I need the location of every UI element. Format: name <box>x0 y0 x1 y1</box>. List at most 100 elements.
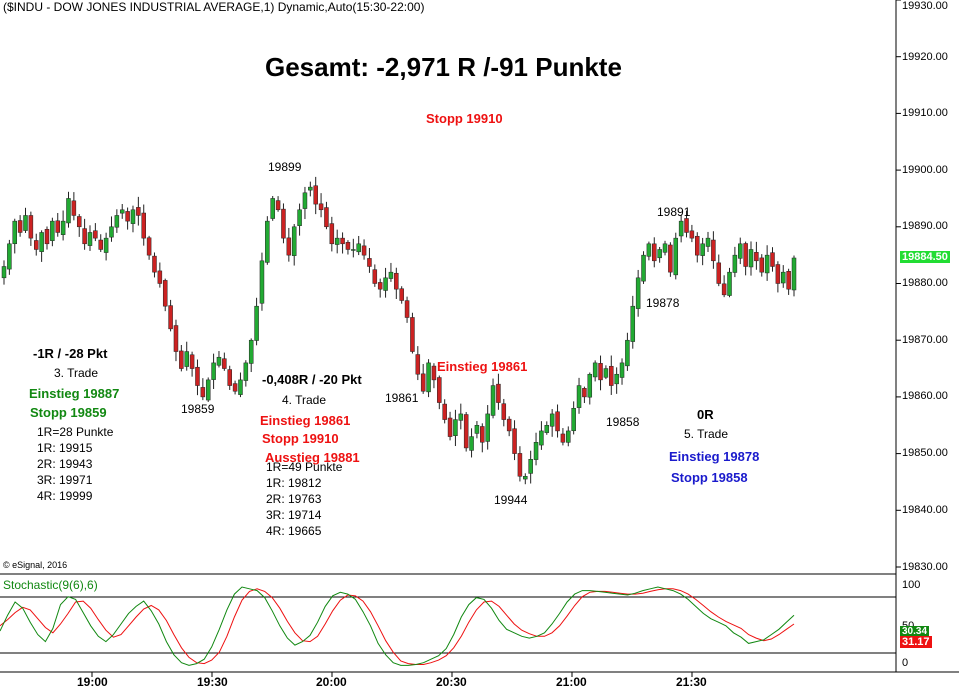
stochastic-k-line <box>0 586 795 666</box>
trade3-r-line: 2R: 19943 <box>37 457 93 471</box>
x-tick-label: 19:00 <box>77 675 108 689</box>
candle-body <box>173 325 179 352</box>
trade4-r-line: 1R=49 Punkte <box>266 460 343 474</box>
candle-body <box>442 403 447 420</box>
trade4-stop: Stopp 19910 <box>262 431 339 446</box>
candle-body <box>157 270 163 284</box>
trade3-name: 3. Trade <box>54 366 99 380</box>
stochastic-d-line <box>0 588 795 665</box>
candle-body <box>490 385 496 416</box>
candle-body <box>453 419 458 436</box>
candle-body <box>544 425 550 433</box>
y-tick-label: 19850.00 <box>902 447 948 459</box>
chart-header-title: ($INDU - DOW JONES INDUSTRIAL AVERAGE,1)… <box>3 0 425 14</box>
stoch-d-badge: 31.17 <box>900 636 932 648</box>
candle-body <box>87 232 93 246</box>
candle-body <box>334 237 340 245</box>
candle-body <box>673 237 679 276</box>
stoch-tick-label: 0 <box>902 657 909 669</box>
candle-body <box>743 243 748 267</box>
candle-body <box>625 339 630 367</box>
y-tick-label: 19890.00 <box>902 220 948 232</box>
candle-body <box>93 230 98 239</box>
candle-body <box>119 209 125 214</box>
candle-body <box>248 339 254 364</box>
candle-body <box>103 237 109 253</box>
candle-body <box>539 430 544 446</box>
trade4-result: -0,408R / -20 Pkt <box>262 372 362 387</box>
candle-body <box>71 200 77 216</box>
axis-ticks <box>91 0 901 677</box>
candle-body <box>388 271 394 279</box>
candle-body <box>12 220 17 245</box>
candle-body <box>447 417 453 437</box>
candle-body <box>705 237 711 247</box>
y-tick-label: 19900.00 <box>902 164 948 176</box>
candle-body <box>275 200 281 211</box>
candle-body <box>474 425 480 434</box>
candle-body <box>619 362 625 378</box>
trade4-r-line: 4R: 19665 <box>266 524 322 538</box>
y-tick-label: 19910.00 <box>902 107 948 119</box>
trade3-result: -1R / -28 Pkt <box>33 346 108 361</box>
candle-body <box>184 351 189 367</box>
candle-body <box>222 358 227 369</box>
candle-body <box>689 230 695 239</box>
candle-body <box>399 288 404 301</box>
price-label-19861: 19861 <box>385 391 419 405</box>
candle-body <box>340 237 345 245</box>
candle-body <box>609 365 614 386</box>
y-tick-label: 19860.00 <box>902 390 948 402</box>
candle-body <box>716 262 722 284</box>
candle-body <box>270 198 275 219</box>
candle-body <box>732 254 738 273</box>
candle-body <box>130 209 136 224</box>
candle-body <box>281 208 286 239</box>
candle-body <box>781 271 786 284</box>
candle-body <box>146 237 152 256</box>
candle-body <box>232 383 238 392</box>
candle-body <box>582 388 587 398</box>
candle-body <box>308 186 313 191</box>
trade5-stop: Stopp 19858 <box>671 470 748 485</box>
candle-body <box>394 272 399 290</box>
candle-body <box>512 428 517 454</box>
stoch-tick-label: 100 <box>902 579 921 591</box>
candle-body <box>614 373 619 385</box>
candle-body <box>695 235 700 256</box>
price-label-19878: 19878 <box>646 296 680 310</box>
candle-body <box>179 350 184 369</box>
candle-body <box>571 407 576 432</box>
candle-body <box>162 280 168 307</box>
price-label-19891: 19891 <box>657 205 691 219</box>
candle-body <box>205 379 211 401</box>
y-tick-label: 19830.00 <box>902 561 948 573</box>
candle-body <box>259 260 265 304</box>
candle-body <box>55 220 60 233</box>
candle-body <box>727 271 732 296</box>
candle-body <box>141 212 146 239</box>
candle-body <box>662 243 668 253</box>
stochastic-series <box>0 586 795 666</box>
candle-body <box>549 413 555 427</box>
candle-body <box>657 249 662 259</box>
price-label-19858: 19858 <box>606 415 640 429</box>
candle-body <box>329 223 335 245</box>
summary-title: Gesamt: -2,971 R /-91 Punkte <box>265 52 622 82</box>
y-tick-label: 19920.00 <box>902 51 948 63</box>
trade3-r-line: 3R: 19971 <box>37 473 93 487</box>
top-stop-annotation: Stopp 19910 <box>426 111 503 126</box>
candle-body <box>404 300 410 318</box>
y-tick-label: 19930.00 <box>902 0 948 12</box>
candle-body <box>265 220 270 263</box>
x-tick-label: 19:30 <box>197 675 228 689</box>
candle-body <box>33 240 39 250</box>
candle-body <box>238 379 243 395</box>
candle-body <box>109 226 114 238</box>
candle-body <box>243 362 249 381</box>
candle-body <box>523 476 528 480</box>
candle-body <box>383 277 388 291</box>
candle-body <box>566 430 571 443</box>
candle-body <box>410 317 415 352</box>
candle-body <box>678 220 684 237</box>
